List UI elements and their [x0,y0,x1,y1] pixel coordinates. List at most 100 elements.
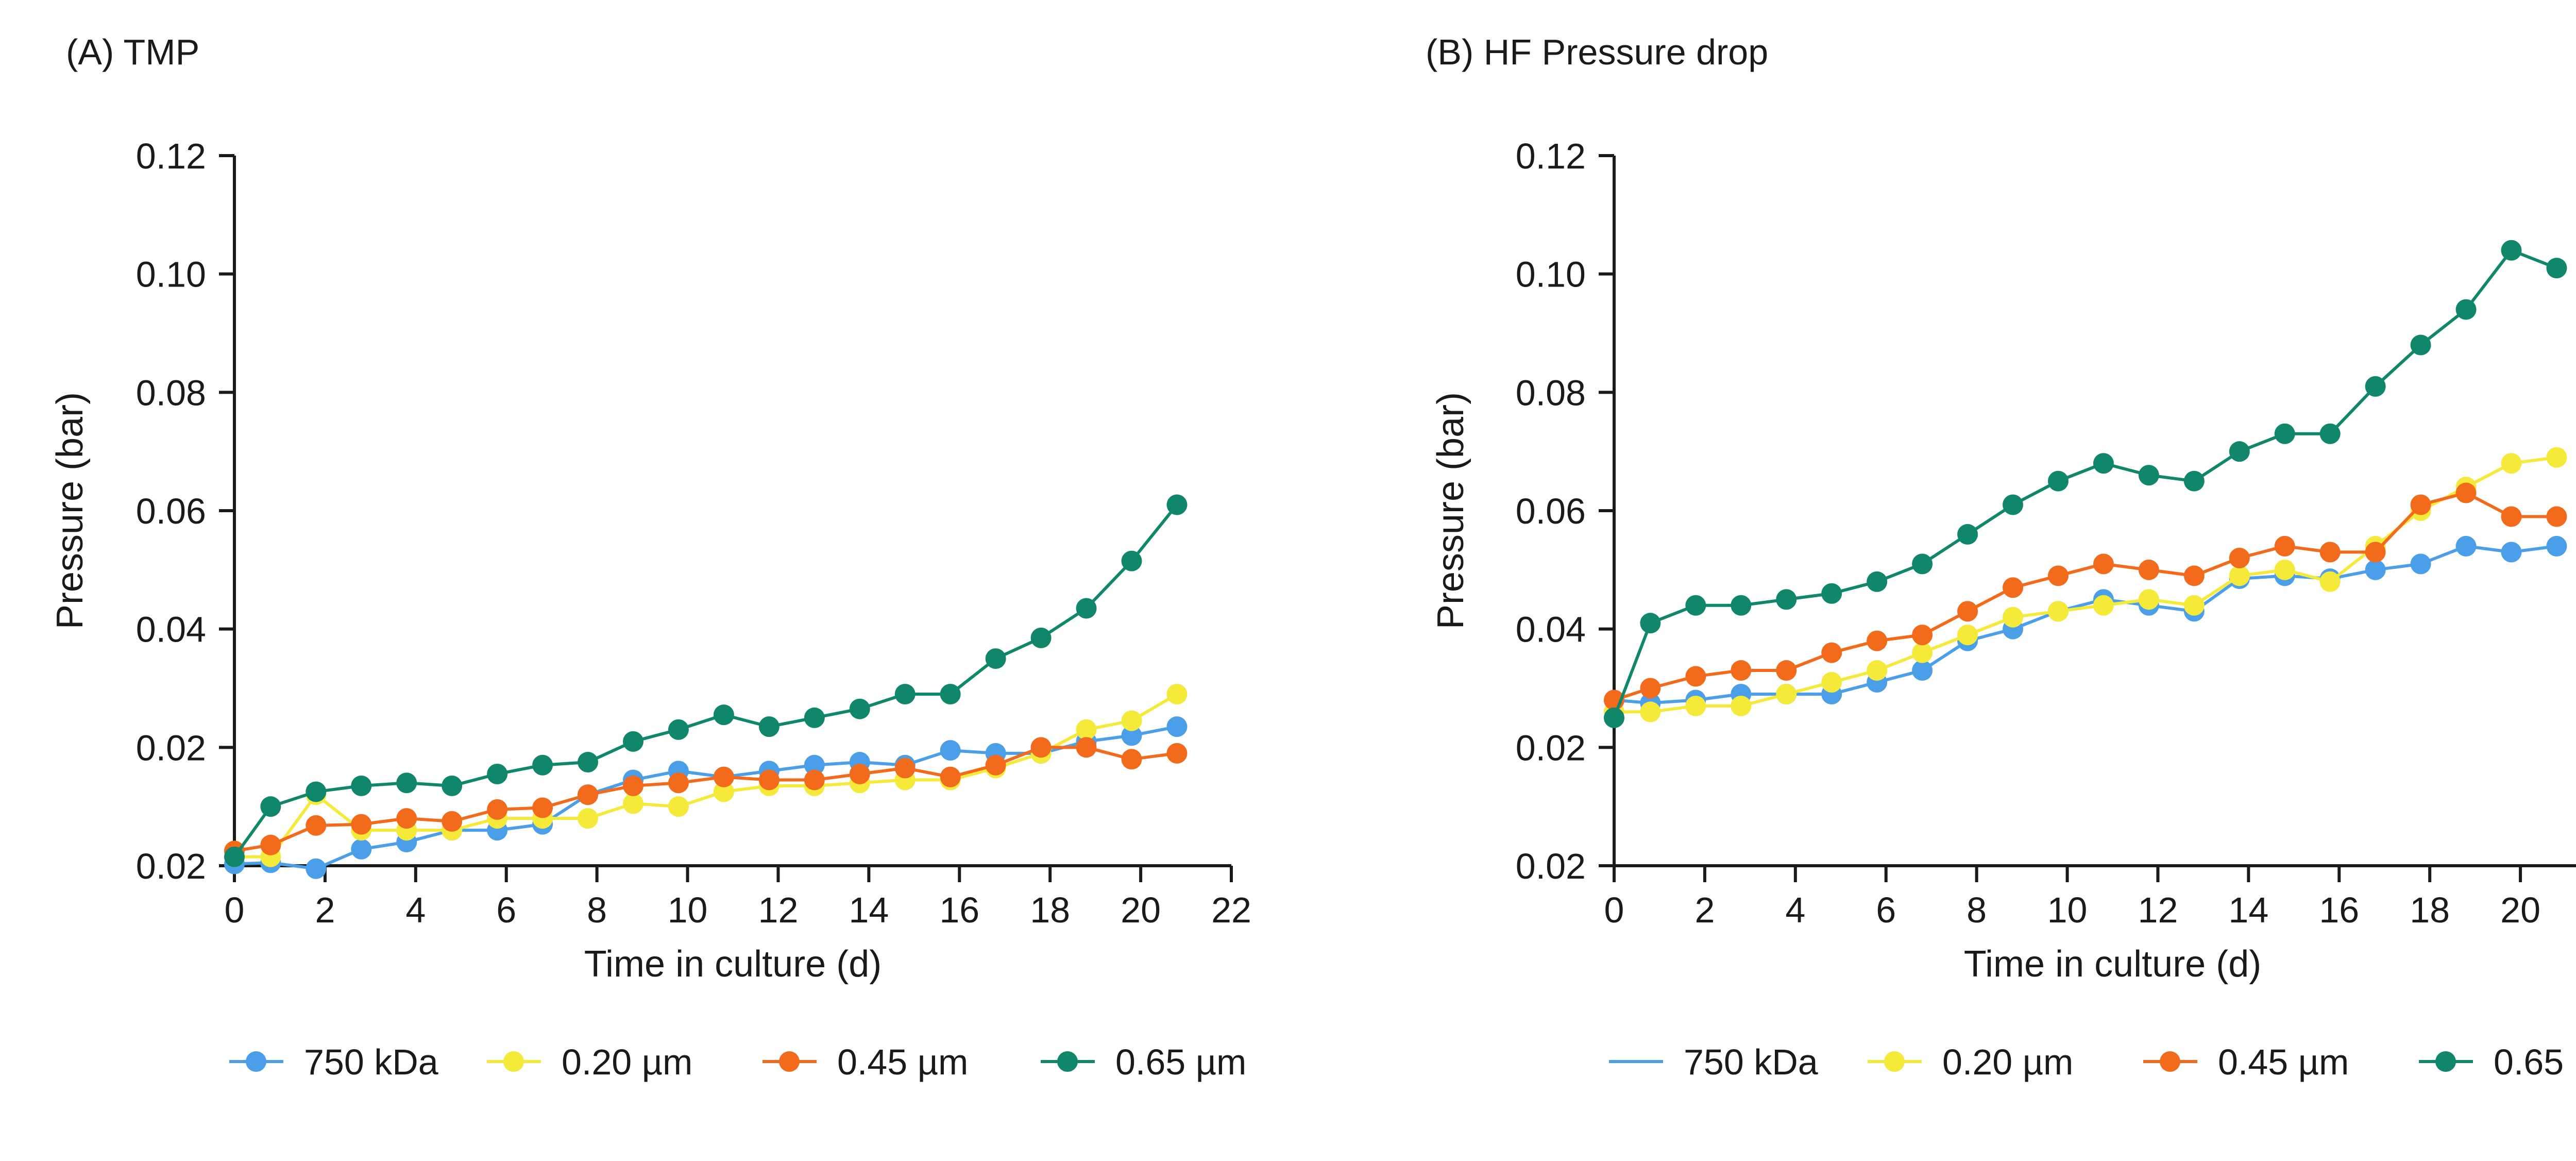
chart-title: (B) HF Pressure drop [1426,32,1768,72]
data-point [260,834,281,855]
series-0-65-m [1604,240,2567,728]
data-point [1821,583,1842,604]
data-point [2003,607,2023,628]
y-tick-label: 0.04 [1516,610,1586,650]
legend-item: 0.65 µm [1041,1042,1246,1082]
data-point [2229,441,2250,462]
x-tick-label: 10 [2047,890,2088,930]
data-point [2138,559,2159,580]
data-point [2093,553,2114,575]
data-point [804,769,825,790]
x-tick-label: 0 [225,890,245,930]
data-point [2501,240,2522,261]
data-point [940,740,961,761]
series-line [234,725,1178,870]
data-point [2546,258,2567,279]
data-point [2501,506,2522,527]
y-tick-label: 0.02 [1516,846,1586,886]
data-point [1030,627,1052,648]
series-line [1614,544,2557,705]
data-point [1867,571,1888,592]
legend-label: 0.20 µm [562,1042,692,1082]
y-tick-label: 0.10 [136,255,206,295]
x-tick-label: 12 [2138,890,2178,930]
chart-title: (A) TMP [66,32,199,72]
y-tick-label: 0.08 [136,373,206,413]
data-point [2047,601,2069,622]
data-point [2274,423,2295,444]
data-point [2093,453,2114,474]
data-point [1166,683,1188,704]
y-tick-label: 0.12 [1516,136,1586,176]
y-tick-label: 0.02 [1516,728,1586,768]
data-point [1912,642,1933,663]
data-point [1166,494,1188,515]
data-point [1121,550,1142,571]
data-point [306,858,327,879]
series-line [1614,491,2557,702]
legend-item: 0.45 µm [2143,1042,2349,1082]
data-point [1640,701,1661,722]
x-tick-label: 12 [758,890,799,930]
x-tick-label: 16 [939,890,979,930]
data-point [2093,595,2114,616]
x-tick-label: 8 [1967,890,1987,930]
data-point [985,648,1006,669]
data-point [2319,423,2341,444]
x-tick-label: 18 [2410,890,2450,930]
data-point [2365,376,2386,397]
data-point [2410,494,2431,515]
x-tick-label: 4 [1785,890,1805,930]
x-tick-label: 10 [668,890,708,930]
series-line [234,746,1177,853]
series-line [234,693,1178,859]
data-point [532,754,553,776]
data-point [260,796,281,817]
data-point [2138,589,2159,610]
x-tick-label: 2 [1694,890,1715,930]
x-tick-label: 8 [587,890,607,930]
data-point [1076,737,1097,758]
data-point [1731,595,1752,616]
data-point [2365,542,2386,563]
data-point [1076,598,1097,619]
y-tick-label: 0.06 [1516,491,1586,531]
data-point [985,754,1006,776]
data-point [1821,642,1842,663]
data-point [2003,494,2023,515]
y-tick-label: 0.04 [136,610,206,650]
x-tick-label: 14 [849,890,889,930]
data-point [1912,553,1933,575]
data-point [713,781,734,802]
data-point [2047,470,2069,492]
x-tick-label: 16 [2319,890,2359,930]
data-point [849,764,870,785]
x-tick-label: 20 [2500,890,2540,930]
data-point [2047,565,2069,586]
legend: 750 kDa 0.20 µm 0.45 µm 0.65 µm [229,1042,1246,1082]
data-point [804,707,825,728]
legend-swatch-marker [779,1051,800,1072]
series-line [1613,248,2557,718]
legend-label: 750 kDa [304,1042,438,1082]
data-point [532,797,553,818]
data-point [1640,678,1661,699]
y-axis-title: Pressure (bar) [49,392,91,629]
data-point [2501,542,2522,563]
data-point [351,814,372,835]
data-point [2455,535,2477,557]
data-point [1776,589,1797,610]
legend-label: 0.65 µm [1115,1042,1246,1082]
data-point [894,758,916,779]
x-tick-label: 6 [1876,890,1896,930]
data-point [442,811,463,832]
data-point [2546,535,2567,557]
legend-item: 0.20 µm [1868,1042,2073,1082]
data-point [2229,547,2250,568]
x-axis-title: Time in culture (d) [584,944,882,985]
legend-label: 0.45 µm [837,1042,968,1082]
legend-item: 750 kDa [229,1042,438,1082]
data-point [668,772,689,794]
x-tick-label: 20 [1121,890,1161,930]
legend: 750 kDa 0.20 µm 0.45 µm 0.65 µm [1609,1042,2576,1082]
